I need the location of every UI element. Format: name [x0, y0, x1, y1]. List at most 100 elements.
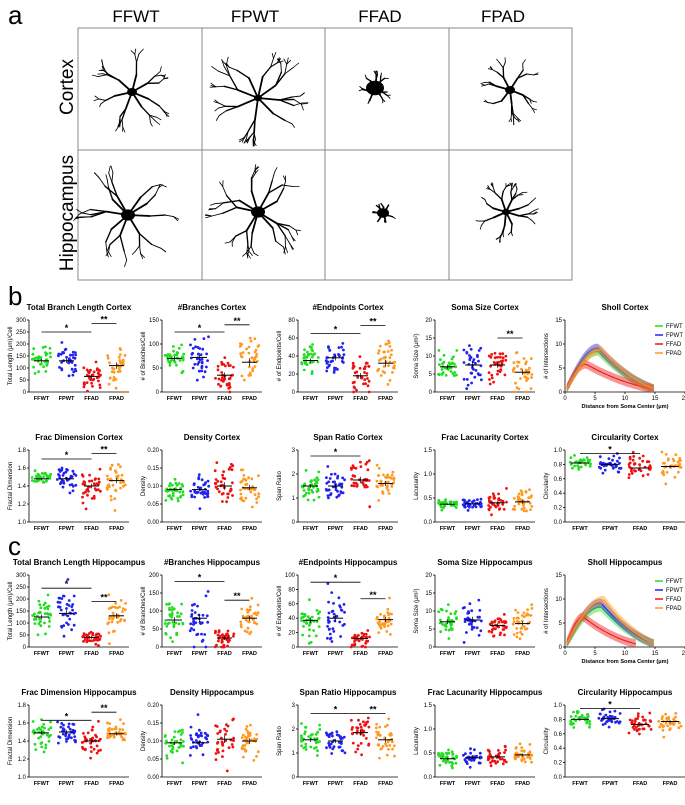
data-point — [671, 457, 675, 461]
y-tick-label: 300 — [16, 573, 27, 579]
data-point — [317, 616, 321, 620]
x-tick-label: FPWT — [192, 651, 208, 657]
data-point — [174, 481, 178, 485]
data-point — [667, 717, 671, 721]
data-point — [59, 482, 62, 485]
data-point — [497, 620, 501, 624]
y-tick-label: 1.6 — [18, 466, 27, 472]
y-axis-label: Lacunarity — [414, 727, 420, 755]
data-point — [219, 480, 223, 484]
data-point — [89, 750, 93, 753]
x-tick-label: FFAD — [353, 651, 368, 657]
data-point — [120, 360, 124, 364]
data-point — [577, 468, 581, 471]
y-tick-label: 0 — [559, 645, 563, 651]
data-point — [386, 383, 390, 386]
data-point — [189, 489, 193, 493]
data-point — [389, 633, 392, 636]
chart-c10: Circularity Hippocampus0.00.20.40.60.81.… — [544, 688, 685, 787]
y-axis-label: Total Length (μm)/Cell — [8, 327, 14, 386]
series-FFWT — [300, 722, 322, 757]
data-point — [665, 471, 669, 474]
x-tick-label: FFWT — [167, 526, 183, 532]
data-point — [341, 736, 344, 740]
x-tick-label: FFWT — [167, 396, 183, 402]
data-point — [228, 466, 232, 469]
data-point — [181, 358, 185, 362]
data-point — [91, 373, 95, 377]
data-point — [307, 353, 310, 356]
data-point — [332, 602, 335, 605]
data-point — [472, 367, 475, 371]
series-FPAD — [511, 603, 534, 641]
y-tick-label: 15 — [425, 591, 432, 597]
data-point — [216, 364, 220, 368]
data-point — [238, 345, 242, 348]
data-point — [121, 610, 124, 613]
data-point — [247, 374, 251, 377]
data-point — [67, 604, 71, 607]
data-point — [339, 635, 342, 638]
data-point — [30, 476, 34, 479]
data-point — [497, 498, 500, 502]
data-point — [362, 382, 365, 386]
data-point — [627, 476, 631, 479]
data-point — [221, 743, 225, 747]
data-point — [219, 729, 222, 733]
y-tick-label: 20 — [288, 372, 295, 378]
data-point — [81, 482, 85, 486]
data-point — [85, 381, 89, 384]
data-point — [498, 507, 502, 510]
series-FFAD — [80, 467, 102, 511]
data-point — [444, 761, 448, 765]
data-point — [247, 476, 251, 480]
data-point — [615, 720, 619, 723]
series-FFAD — [213, 629, 236, 649]
data-point — [439, 501, 443, 505]
data-point — [450, 618, 453, 622]
data-point — [444, 622, 448, 626]
series-FFAD — [627, 711, 653, 736]
data-point — [164, 741, 168, 745]
data-point — [480, 505, 483, 508]
data-point — [445, 755, 449, 759]
x-tick-label: FFWT — [303, 526, 319, 532]
legend-entry: FFWT — [666, 324, 683, 330]
data-point — [517, 387, 521, 391]
y-tick-label: 10 — [555, 597, 562, 603]
x-tick-label: FPAD — [515, 526, 530, 532]
series-FPAD — [106, 593, 127, 646]
data-point — [44, 479, 48, 483]
series-FFAD — [214, 717, 236, 773]
data-point — [331, 627, 335, 631]
data-point — [493, 351, 497, 355]
data-point — [315, 609, 319, 612]
data-point — [388, 356, 392, 359]
data-point — [673, 475, 677, 479]
data-point — [195, 633, 199, 637]
data-point — [60, 368, 64, 372]
data-point — [223, 356, 227, 359]
data-point — [89, 378, 93, 382]
data-point — [173, 360, 177, 364]
data-point — [678, 457, 682, 460]
data-point — [386, 607, 390, 611]
x-tick-label: FPWT — [602, 526, 618, 532]
data-point — [522, 611, 526, 615]
data-point — [385, 486, 389, 490]
data-point — [198, 507, 202, 510]
data-point — [214, 376, 217, 380]
data-point — [49, 726, 53, 730]
data-point — [175, 739, 179, 743]
data-point — [303, 355, 306, 359]
data-point — [503, 751, 506, 754]
y-tick-label: 200 — [149, 573, 160, 579]
data-point — [177, 346, 181, 350]
data-point — [255, 755, 258, 758]
data-point — [648, 468, 652, 471]
data-point — [387, 339, 390, 343]
series-FPAD — [657, 712, 683, 739]
data-point — [244, 727, 248, 731]
data-point — [193, 338, 197, 341]
